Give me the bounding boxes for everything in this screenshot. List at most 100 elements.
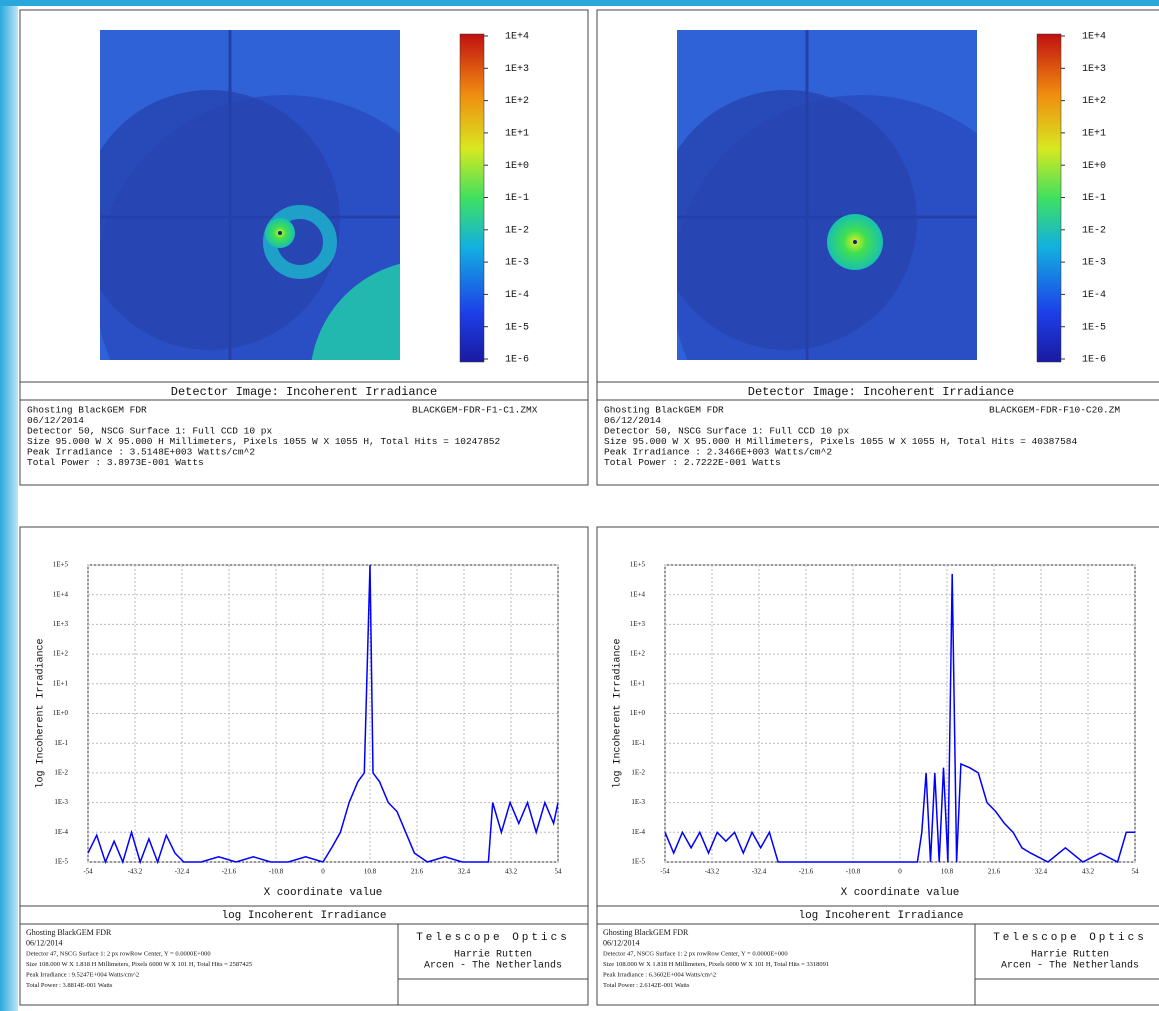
colorbar-label: 1E-5	[505, 322, 529, 333]
y-tick-label: 1E+0	[53, 709, 69, 717]
info-line: Detector 47, NSCG Surface 1: 2 px rowRow…	[603, 950, 788, 957]
colorbar-label: 1E+0	[1082, 161, 1106, 172]
detector-image	[677, 30, 977, 360]
x-tick-label: 43.2	[1082, 868, 1095, 876]
top-strip	[0, 0, 1159, 6]
panel-frame	[596, 526, 1159, 1006]
info-line: Size 95.000 W X 95.000 H Millimeters, Pi…	[604, 436, 1077, 447]
colorbar-label: 1E+3	[505, 64, 529, 75]
y-tick-label: 1E-2	[631, 769, 645, 777]
credit-place: Arcen - The Netherlands	[424, 960, 562, 972]
credit-place: Arcen - The Netherlands	[1001, 960, 1139, 972]
y-tick-label: 1E+5	[630, 561, 646, 569]
x-axis-label: X coordinate value	[264, 887, 383, 899]
x-tick-label: -32.4	[175, 868, 190, 876]
panel-title: log Incoherent Irradiance	[798, 910, 963, 922]
info-line: Peak Irradiance : 6.3602E+004 Watts/cm^2	[603, 971, 716, 978]
colorbar-label: 1E+0	[505, 161, 529, 172]
colorbar-label: 1E-2	[505, 225, 529, 236]
info-line: Ghosting BlackGEM FDR	[604, 405, 724, 416]
x-tick-label: 43.2	[505, 868, 518, 876]
image-lune	[677, 90, 917, 350]
y-tick-label: 1E-4	[631, 828, 645, 836]
colorbar-label: 1E-6	[505, 355, 529, 366]
image-core	[853, 240, 857, 244]
colorbar-label: 1E-6	[1082, 355, 1106, 366]
x-tick-label: 32.4	[458, 868, 471, 876]
detector-image	[100, 30, 400, 360]
colorbar-label: 1E+4	[1082, 32, 1106, 43]
y-tick-label: 1E+3	[630, 620, 646, 628]
colorbar-label: 1E-3	[1082, 258, 1106, 269]
credit-title: Telescope Optics	[416, 932, 570, 944]
x-tick-label: -32.4	[752, 868, 767, 876]
x-tick-label: -54	[660, 868, 670, 876]
y-tick-label: 1E+3	[53, 620, 69, 628]
colorbar-label: 1E-5	[1082, 322, 1106, 333]
panel-title: Detector Image: Incoherent Irradiance	[748, 385, 1014, 399]
x-tick-label: 54	[1132, 868, 1140, 876]
info-line: Size 108.000 W X 1.818 H Millimeters, Pi…	[26, 961, 252, 968]
x-tick-label: 54	[555, 868, 563, 876]
info-line: Detector 50, NSCG Surface 1: Full CCD 10…	[27, 426, 272, 437]
colorbar-label: 1E+2	[1082, 96, 1106, 107]
y-tick-label: 1E+2	[630, 650, 646, 658]
x-tick-label: -21.6	[799, 868, 814, 876]
x-tick-label: -10.8	[269, 868, 284, 876]
file-name: BLACKGEM-FDR-F1-C1.ZMX	[412, 405, 538, 416]
image-core	[278, 231, 282, 235]
info-line: Ghosting BlackGEM FDR	[603, 928, 689, 937]
y-tick-label: 1E-1	[631, 739, 645, 747]
colorbar-label: 1E-3	[505, 258, 529, 269]
info-line: Peak Irradiance : 2.3466E+003 Watts/cm^2	[604, 447, 832, 458]
panel-title: Detector Image: Incoherent Irradiance	[171, 385, 437, 399]
y-tick-label: 1E-5	[54, 858, 68, 866]
credit-title: Telescope Optics	[993, 932, 1147, 944]
x-tick-label: -54	[83, 868, 93, 876]
colorbar-label: 1E+4	[505, 32, 529, 43]
info-line: Total Power : 2.6142E-001 Watts	[603, 982, 690, 989]
info-line: Ghosting BlackGEM FDR	[27, 405, 147, 416]
info-line: Ghosting BlackGEM FDR	[26, 928, 112, 937]
image-ghost	[311, 263, 400, 360]
info-line: Detector 50, NSCG Surface 1: Full CCD 10…	[604, 426, 849, 437]
x-tick-label: -21.6	[222, 868, 237, 876]
info-line: 06/12/2014	[603, 938, 639, 947]
x-tick-label: -43.2	[128, 868, 143, 876]
colorbar-label: 1E-4	[505, 290, 529, 301]
panel-frame	[19, 526, 589, 1006]
x-axis-label: X coordinate value	[841, 887, 960, 899]
info-line: Total Power : 3.8814E-001 Watts	[26, 982, 113, 989]
panel-title: log Incoherent Irradiance	[221, 910, 386, 922]
data-line	[87, 564, 559, 865]
x-tick-label: 0	[898, 868, 902, 876]
file-name: BLACKGEM-FDR-F10-C20.ZM	[989, 405, 1120, 416]
info-line: Size 95.000 W X 95.000 H Millimeters, Pi…	[27, 436, 500, 447]
colorbar	[1036, 33, 1062, 363]
credit-name: Harrie Rutten	[454, 949, 532, 961]
colorbar-label: 1E-1	[505, 193, 529, 204]
side-strip	[0, 0, 18, 1011]
info-line: 06/12/2014	[27, 415, 84, 426]
info-line: Total Power : 2.7222E-001 Watts	[604, 457, 781, 468]
y-tick-label: 1E-1	[54, 739, 68, 747]
info-line: Detector 47, NSCG Surface 1: 2 px rowRow…	[26, 950, 211, 957]
x-tick-label: 21.6	[411, 868, 424, 876]
credit-name: Harrie Rutten	[1031, 949, 1109, 961]
y-tick-label: 1E-4	[54, 828, 68, 836]
info-line: Size 108.000 W X 1.818 H Millimeters, Pi…	[603, 961, 829, 968]
y-tick-label: 1E+4	[630, 590, 646, 598]
y-tick-label: 1E+1	[630, 679, 646, 687]
y-tick-label: 1E+5	[53, 561, 69, 569]
data-line	[664, 573, 1135, 864]
y-tick-label: 1E+4	[53, 590, 69, 598]
x-tick-label: 21.6	[988, 868, 1001, 876]
x-tick-label: -10.8	[846, 868, 861, 876]
colorbar-label: 1E+1	[1082, 129, 1106, 140]
info-line: 06/12/2014	[604, 415, 661, 426]
x-tick-label: -43.2	[705, 868, 720, 876]
colorbar-label: 1E-2	[1082, 225, 1106, 236]
y-tick-label: 1E-5	[631, 858, 645, 866]
colorbar-label: 1E-4	[1082, 290, 1106, 301]
